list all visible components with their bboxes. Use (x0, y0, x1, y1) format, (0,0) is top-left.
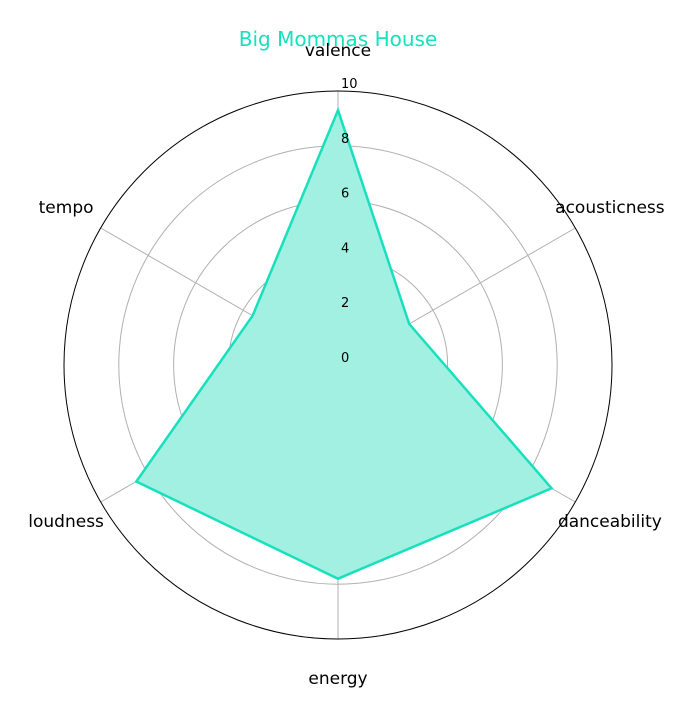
axis-label-energy: energy (308, 669, 367, 689)
r-tick-label: 6 (341, 187, 349, 202)
axis-label-loudness: loudness (28, 512, 104, 532)
axis-label-valence: valence (305, 41, 371, 61)
r-tick-label: 4 (341, 241, 349, 256)
axis-label-tempo: tempo (39, 198, 94, 218)
series-area (136, 110, 552, 579)
label-layer: 0 2 4 6 8 10 valence acousticness danceability en… (28, 41, 665, 689)
r-tick-label: 0 (341, 351, 349, 366)
chart-title: Big Mommas House (239, 27, 438, 51)
axis-label-acousticness: acousticness (555, 198, 665, 218)
outer-frame (63, 90, 613, 640)
axis-label-danceability: danceability (558, 512, 662, 532)
r-tick-label: 8 (341, 132, 349, 147)
r-tick-label: 2 (341, 296, 349, 311)
series-layer (134, 106, 554, 581)
r-tick-label: 10 (341, 77, 358, 92)
